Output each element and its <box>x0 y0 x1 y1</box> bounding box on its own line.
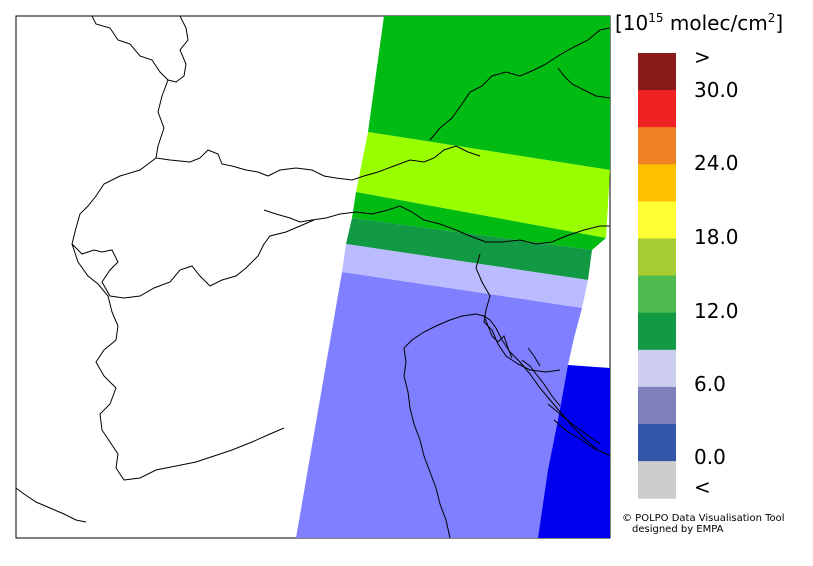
swath-band-lime <box>356 132 610 238</box>
legend-label: 24.0 <box>694 151 739 175</box>
credit-line-2: designed by EMPA <box>632 524 724 535</box>
legend-swatch <box>638 312 676 351</box>
coast-italy-east <box>403 347 451 538</box>
legend-swatch <box>638 127 676 165</box>
legend-swatch <box>638 53 676 91</box>
legend-label: 0.0 <box>694 445 726 469</box>
satellite-swath <box>296 16 610 538</box>
border-swiss-north <box>71 157 315 299</box>
swath-band-periwinkle <box>296 272 582 538</box>
border-slovenia <box>475 253 561 373</box>
border-north-loop <box>155 79 269 177</box>
legend-label: 6.0 <box>694 372 726 396</box>
legend-label: < <box>694 475 711 499</box>
border-austria-south <box>263 205 610 245</box>
border-swiss-east <box>267 145 481 181</box>
legend-label: 18.0 <box>694 225 739 249</box>
legend-swatch <box>638 238 676 277</box>
legend-swatch <box>638 90 676 128</box>
legend-label: > <box>694 45 711 69</box>
legend-swatch <box>638 386 676 425</box>
swath-band-lavender <box>342 244 588 308</box>
swath-band-green-south <box>352 192 606 250</box>
legend-swatch <box>638 424 676 462</box>
legend-swatch <box>638 275 676 314</box>
country-borders <box>16 16 610 538</box>
swath-band-blue <box>538 365 610 538</box>
legend-swatch <box>638 349 676 388</box>
coast-istria <box>483 315 513 359</box>
legend-swatch <box>638 164 676 202</box>
legend-unit-title: [1015 molec/cm2] <box>615 11 783 35</box>
legend-colorbar <box>638 53 676 499</box>
legend-label: 12.0 <box>694 299 739 323</box>
coast-adriatic <box>403 313 610 457</box>
swath-band-dark-green <box>346 218 592 280</box>
island-chain-1 <box>521 347 561 407</box>
border-czech <box>557 67 610 99</box>
border-italy-west <box>71 243 285 481</box>
island-chain-2 <box>547 403 601 451</box>
legend-label: 30.0 <box>694 78 739 102</box>
legend-labels: >30.0 24.0 18.0 12.0 6.0 0.0 < <box>694 45 739 499</box>
legend-swatch <box>638 461 676 499</box>
border-france-italy-south <box>16 487 87 523</box>
legend-swatch <box>638 201 676 239</box>
credit-line-1: © POLPO Data Visualisation Tool <box>622 513 785 524</box>
border-france-germany <box>91 16 189 83</box>
border-germany-austria <box>429 27 610 141</box>
swath-band-green-north <box>368 16 610 170</box>
